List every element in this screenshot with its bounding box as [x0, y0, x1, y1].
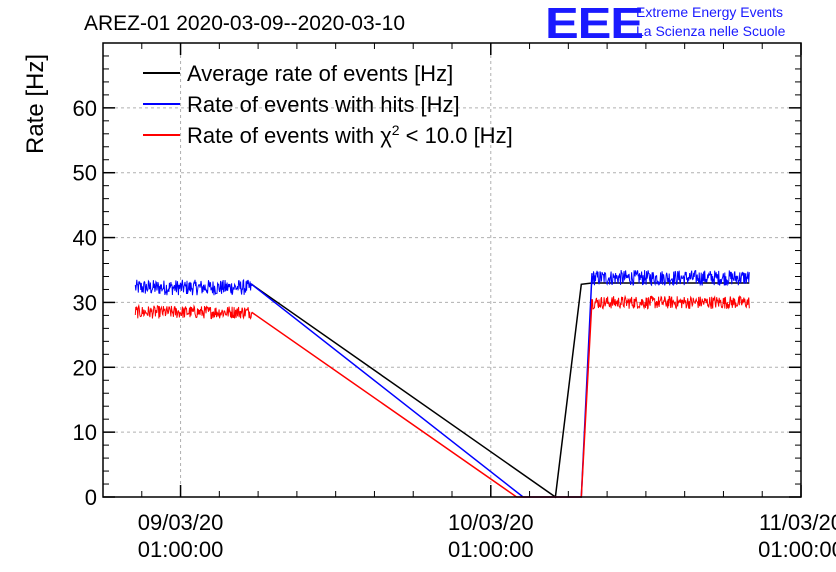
y-tick-label: 20: [73, 355, 97, 380]
logo-caption-line2: La Scienza nelle Scuole: [636, 23, 786, 39]
x-tick-date: 09/03/20: [138, 510, 224, 535]
axis-ticks: 010203040506009/03/2001:00:0010/03/2001:…: [73, 43, 836, 562]
series-noise-band: [591, 270, 750, 287]
series-noise-band: [134, 278, 253, 296]
series-trend-line: [251, 273, 593, 498]
y-tick-label: 60: [73, 96, 97, 121]
chart-title: AREZ-01 2020-03-09--2020-03-10: [84, 12, 406, 35]
y-tick-label: 0: [85, 485, 97, 510]
y-tick-label: 10: [73, 420, 97, 445]
legend-label: Average rate of events [Hz]: [187, 61, 453, 86]
x-tick-time: 01:00:00: [138, 537, 224, 562]
series-trend-line: [251, 299, 593, 498]
legend-entry: Average rate of events [Hz]: [143, 61, 453, 86]
legend-entry: Rate of events with χ2 < 10.0 [Hz]: [143, 122, 513, 148]
x-tick-date: 10/03/20: [448, 510, 534, 535]
series-trend-line: [251, 282, 750, 499]
x-tick-time: 01:00:00: [758, 537, 836, 562]
y-tick-label: 30: [73, 290, 97, 315]
logo-caption-line1: Extreme Energy Events: [636, 4, 784, 20]
legend-entry: Rate of events with hits [Hz]: [143, 92, 460, 117]
x-tick-time: 01:00:00: [448, 537, 534, 562]
logo-caption: Extreme Energy Events La Scienza nelle S…: [636, 3, 785, 41]
legend-label: Rate of events with χ2 < 10.0 [Hz]: [187, 122, 513, 148]
series-layer: [134, 270, 750, 499]
legend-label: Rate of events with hits [Hz]: [187, 92, 460, 117]
eee-logo: EEE: [545, 0, 644, 48]
series-noise-band: [134, 303, 253, 320]
y-tick-label: 50: [73, 161, 97, 186]
legend: Average rate of events [Hz] Rate of event…: [143, 61, 513, 148]
series-chi2-rate: [134, 294, 750, 498]
series-noise-band: [591, 294, 750, 310]
y-tick-label: 40: [73, 226, 97, 251]
series-average-rate: [251, 282, 750, 499]
x-tick-date: 11/03/20: [759, 510, 836, 535]
